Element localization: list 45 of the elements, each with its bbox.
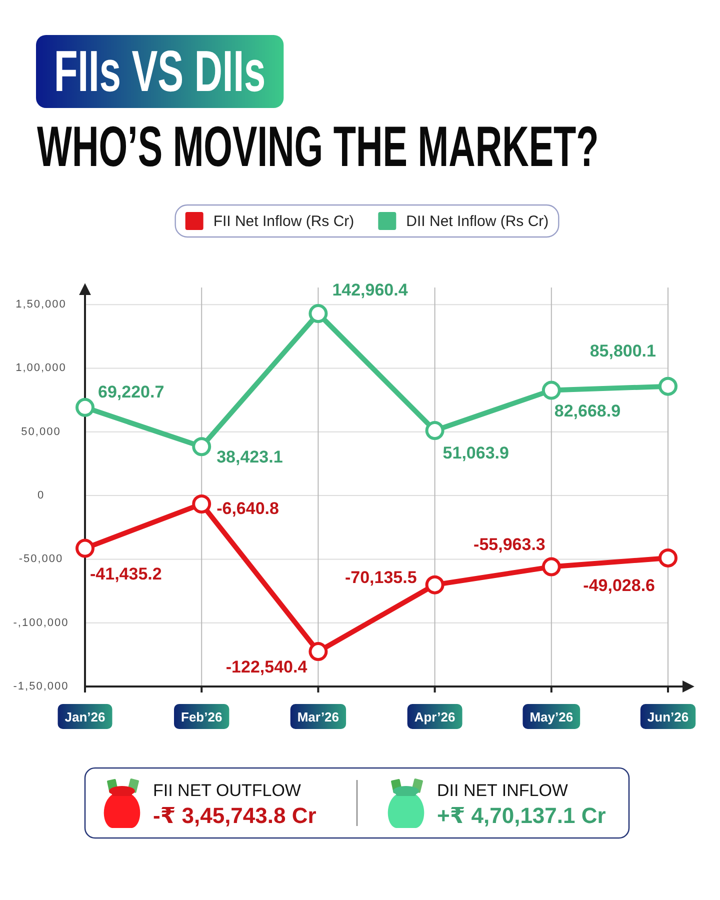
y-tick-label: -50,000	[18, 553, 64, 566]
point	[76, 538, 94, 558]
data-label: 142,960.4	[332, 280, 408, 300]
point	[658, 548, 678, 568]
chart-title: FIIs VS DIIs	[54, 39, 266, 104]
legend-label: DII Net Inflow (Rs Cr)	[406, 212, 549, 230]
text: DII NET INFLOW	[437, 780, 568, 800]
point	[76, 398, 94, 417]
data-label: -122,540.4	[226, 657, 308, 676]
data-label: -49,028.6	[583, 575, 655, 594]
y-tick-label: -1,50,000	[13, 680, 69, 692]
text: -₹ 3,45,743.8 Cr	[153, 802, 317, 828]
x-tick-label: Jan’26	[64, 709, 106, 724]
point	[425, 421, 444, 440]
data-label: -6,640.8	[216, 498, 279, 518]
data-label: 51,063.9	[442, 443, 509, 462]
point	[542, 380, 561, 400]
y-tick-label: 50,000	[21, 426, 61, 438]
point	[308, 304, 328, 324]
point	[192, 494, 212, 514]
x-tick-label: Feb’26	[181, 709, 222, 724]
x-tick-label: Mar’26	[297, 709, 340, 724]
data-label: 69,220.7	[98, 382, 164, 401]
data-label: -41,435.2	[90, 564, 162, 583]
y-tick-label: 1,00,000	[16, 362, 66, 374]
data-label: 85,800.1	[590, 340, 656, 360]
point	[308, 642, 328, 662]
x-tick-label: May’26	[530, 709, 574, 724]
point	[658, 376, 678, 396]
data-label: -70,135.5	[344, 567, 417, 586]
x-tick-label: Jun’26	[647, 709, 689, 724]
point	[542, 557, 561, 576]
data-label: 82,668.9	[554, 400, 621, 420]
point	[192, 437, 212, 456]
x-tick-label: Apr’26	[414, 709, 456, 724]
point	[425, 575, 444, 594]
y-tick-label: 1,50,000	[16, 298, 66, 311]
y-tick-label: -,100,000	[13, 616, 69, 629]
y-tick-label: 0	[37, 490, 45, 502]
text: +₹ 4,70,137.1 Cr	[437, 802, 606, 828]
data-label: -55,963.3	[474, 534, 546, 554]
chart-subtitle: WHO’S MOVING THE MARKET?	[37, 115, 599, 180]
legend-label: FII Net Inflow (Rs Cr)	[213, 212, 354, 230]
text: FII NET OUTFLOW	[153, 780, 301, 800]
data-label: 38,423.1	[216, 447, 283, 466]
